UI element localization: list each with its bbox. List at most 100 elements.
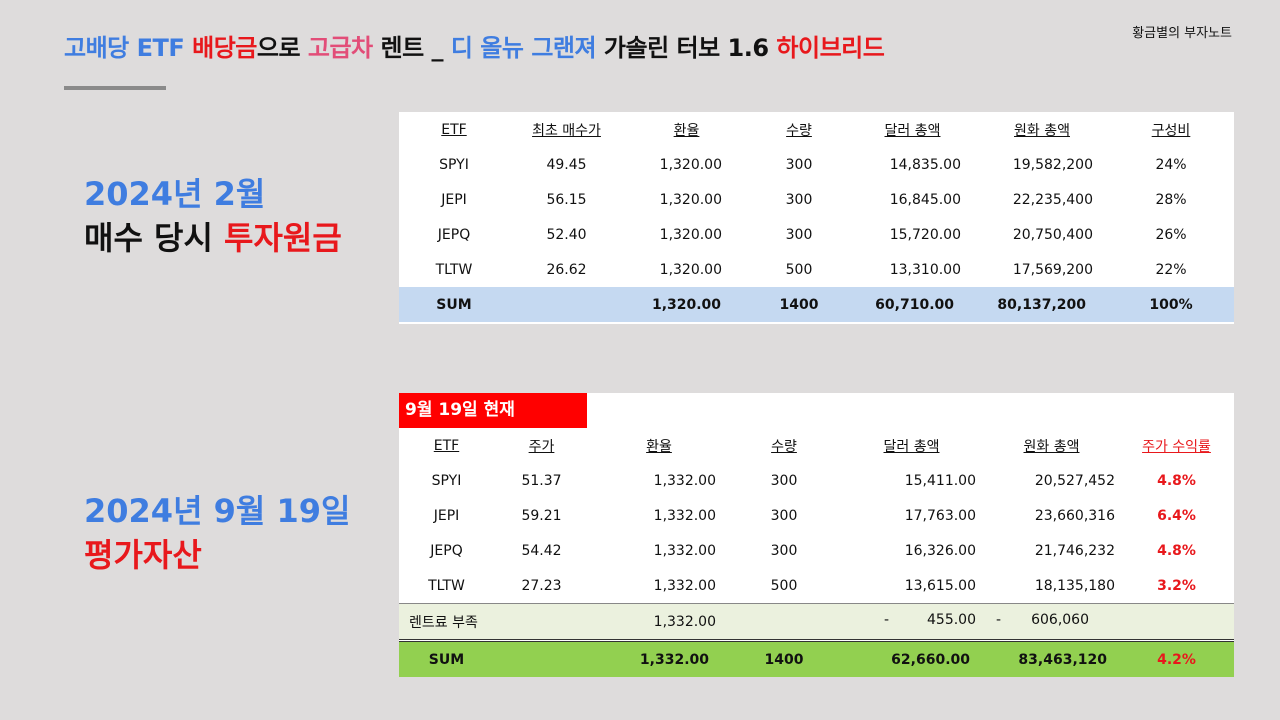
- cell-etf: SPYI: [439, 156, 469, 173]
- sum-return: 4.2%: [1119, 639, 1234, 677]
- cell-usd: 16,845.00: [889, 191, 961, 208]
- sum-fx: 1,332.00: [589, 639, 729, 677]
- cell-price: 56.15: [546, 191, 587, 208]
- title-part-dividend: 배당금: [192, 34, 257, 62]
- header-krw-total: 원화 총액: [1023, 438, 1080, 455]
- cell-return: 4.8%: [1157, 542, 1196, 559]
- title-part-hybrid: 하이브리드: [776, 34, 885, 62]
- cell-usd: 16,326.00: [904, 542, 976, 559]
- cell-fx: 1,320.00: [659, 156, 722, 173]
- table-header-row: ETF 주가 환율 수량 달러 총액 원화 총액 주가 수익률: [399, 428, 1234, 463]
- table-row: SPYI 49.45 1,320.00 300 14,835.00 19,582…: [399, 147, 1234, 182]
- buy-date-label: 2024년 2월: [84, 175, 266, 213]
- cell-krw: 17,569,200: [1012, 261, 1093, 278]
- valuation-table: ETF 주가 환율 수량 달러 총액 원화 총액 주가 수익률 SPYI 51.…: [399, 428, 1234, 677]
- header-weight: 구성비: [1151, 122, 1191, 139]
- cell-qty: 300: [770, 507, 798, 524]
- cell-etf: JEPI: [441, 191, 467, 208]
- title-part-with: 으로: [256, 34, 308, 62]
- header-quantity: 수량: [786, 122, 812, 139]
- cell-fx: 1,332.00: [653, 472, 716, 489]
- cell-etf: TLTW: [435, 261, 473, 278]
- buy-desc-label: 매수 당시 투자원금: [84, 216, 342, 260]
- purchase-table-panel: ETF 최초 매수가 환율 수량 달러 총액 원화 총액 구성비 SPYI 49…: [399, 112, 1234, 324]
- header-etf: ETF: [433, 437, 460, 454]
- cell-weight: 28%: [1155, 191, 1187, 208]
- date-badge: 9월 19일 현재: [399, 393, 587, 428]
- table-row: JEPI 59.21 1,332.00 300 17,763.00 23,660…: [399, 498, 1234, 533]
- header-krw-total: 원화 총액: [1014, 122, 1070, 139]
- cell-etf: JEPQ: [437, 226, 471, 243]
- cell-qty: 500: [785, 261, 813, 278]
- sum-usd: 60,710.00: [849, 287, 976, 322]
- principal-text: 투자원금: [224, 219, 342, 257]
- cell-return: 3.2%: [1157, 577, 1196, 594]
- cell-qty: 300: [770, 542, 798, 559]
- cell-weight: 22%: [1155, 261, 1187, 278]
- cell-krw: 22,235,400: [1012, 191, 1093, 208]
- rent-krw-cell: - 606,060: [984, 603, 1119, 641]
- cell-usd: 15,411.00: [904, 472, 976, 489]
- sum-row: SUM 1,320.00 1400 60,710.00 80,137,200 1…: [399, 287, 1234, 322]
- cell-usd: 13,310.00: [889, 261, 961, 278]
- header-etf: ETF: [441, 121, 467, 138]
- header-usd-total: 달러 총액: [884, 122, 941, 139]
- sum-usd: 62,660.00: [839, 639, 984, 677]
- page-title: 고배당 ETF 배당금으로 고급차 렌트 _ 디 올뉴 그랜져 가솔린 터보 1…: [64, 28, 885, 63]
- cell-etf: JEPQ: [430, 542, 463, 559]
- header-return: 주가 수익률: [1142, 438, 1211, 455]
- sum-fx: 1,320.00: [624, 287, 749, 322]
- sum-krw: 83,463,120: [984, 639, 1119, 677]
- cell-return: 6.4%: [1157, 507, 1196, 524]
- title-underline: [64, 86, 166, 90]
- cell-fx: 1,332.00: [653, 577, 716, 594]
- cell-price: 26.62: [546, 261, 587, 278]
- sum-row: SUM 1,332.00 1400 62,660.00 83,463,120 4…: [399, 639, 1234, 677]
- title-part-model: 디 올뉴 그랜져: [450, 34, 597, 62]
- table-row: JEPI 56.15 1,320.00 300 16,845.00 22,235…: [399, 182, 1234, 217]
- table-row: SPYI 51.37 1,332.00 300 15,411.00 20,527…: [399, 463, 1234, 498]
- sum-weight: 100%: [1108, 287, 1234, 322]
- cell-qty: 300: [785, 156, 813, 173]
- cell-etf: TLTW: [428, 577, 465, 594]
- cell-krw: 23,660,316: [1034, 507, 1115, 524]
- table-row: TLTW 27.23 1,332.00 500 13,615.00 18,135…: [399, 568, 1234, 604]
- cell-qty: 300: [785, 226, 813, 243]
- title-part-engine: 가솔린 터보 1.6: [596, 34, 777, 62]
- sum-qty: 1400: [749, 287, 849, 322]
- cell-return: 4.8%: [1157, 472, 1196, 489]
- cell-qty: 500: [770, 577, 798, 594]
- header-fx-rate: 환율: [673, 122, 700, 139]
- eval-desc-label: 평가자산: [84, 536, 202, 574]
- cell-weight: 26%: [1155, 226, 1187, 243]
- cell-fx: 1,332.00: [653, 542, 716, 559]
- title-part-luxury-car: 고급차: [307, 34, 373, 62]
- cell-price: 59.21: [521, 507, 562, 524]
- table-header-row: ETF 최초 매수가 환율 수량 달러 총액 원화 총액 구성비: [399, 112, 1234, 147]
- rent-krw: 606,060: [1031, 612, 1089, 628]
- rent-usd: 455.00: [927, 612, 976, 628]
- rent-usd-cell: - 455.00: [839, 603, 984, 641]
- cell-weight: 24%: [1155, 156, 1187, 173]
- rent-usd-sign: -: [884, 612, 890, 628]
- cell-etf: SPYI: [431, 472, 462, 489]
- header-initial-price: 최초 매수가: [532, 122, 601, 139]
- cell-krw: 21,746,232: [1034, 542, 1115, 559]
- cell-krw: 20,750,400: [1012, 226, 1093, 243]
- table-row: JEPQ 54.42 1,332.00 300 16,326.00 21,746…: [399, 533, 1234, 568]
- sum-qty: 1400: [729, 639, 839, 677]
- cell-krw: 18,135,180: [1034, 577, 1115, 594]
- cell-usd: 13,615.00: [904, 577, 976, 594]
- sum-label: SUM: [399, 639, 494, 677]
- eval-date-label: 2024년 9월 19일: [84, 492, 351, 530]
- cell-usd: 17,763.00: [904, 507, 976, 524]
- sum-label: SUM: [399, 287, 509, 322]
- table-row: TLTW 26.62 1,320.00 500 13,310.00 17,569…: [399, 252, 1234, 287]
- cell-fx: 1,320.00: [659, 226, 722, 243]
- cell-price: 27.23: [521, 577, 562, 594]
- buy-desc-text: 매수 당시: [84, 219, 225, 257]
- sum-price: [509, 287, 624, 322]
- cell-fx: 1,332.00: [653, 507, 716, 524]
- cell-qty: 300: [770, 472, 798, 489]
- cell-krw: 20,527,452: [1034, 472, 1115, 489]
